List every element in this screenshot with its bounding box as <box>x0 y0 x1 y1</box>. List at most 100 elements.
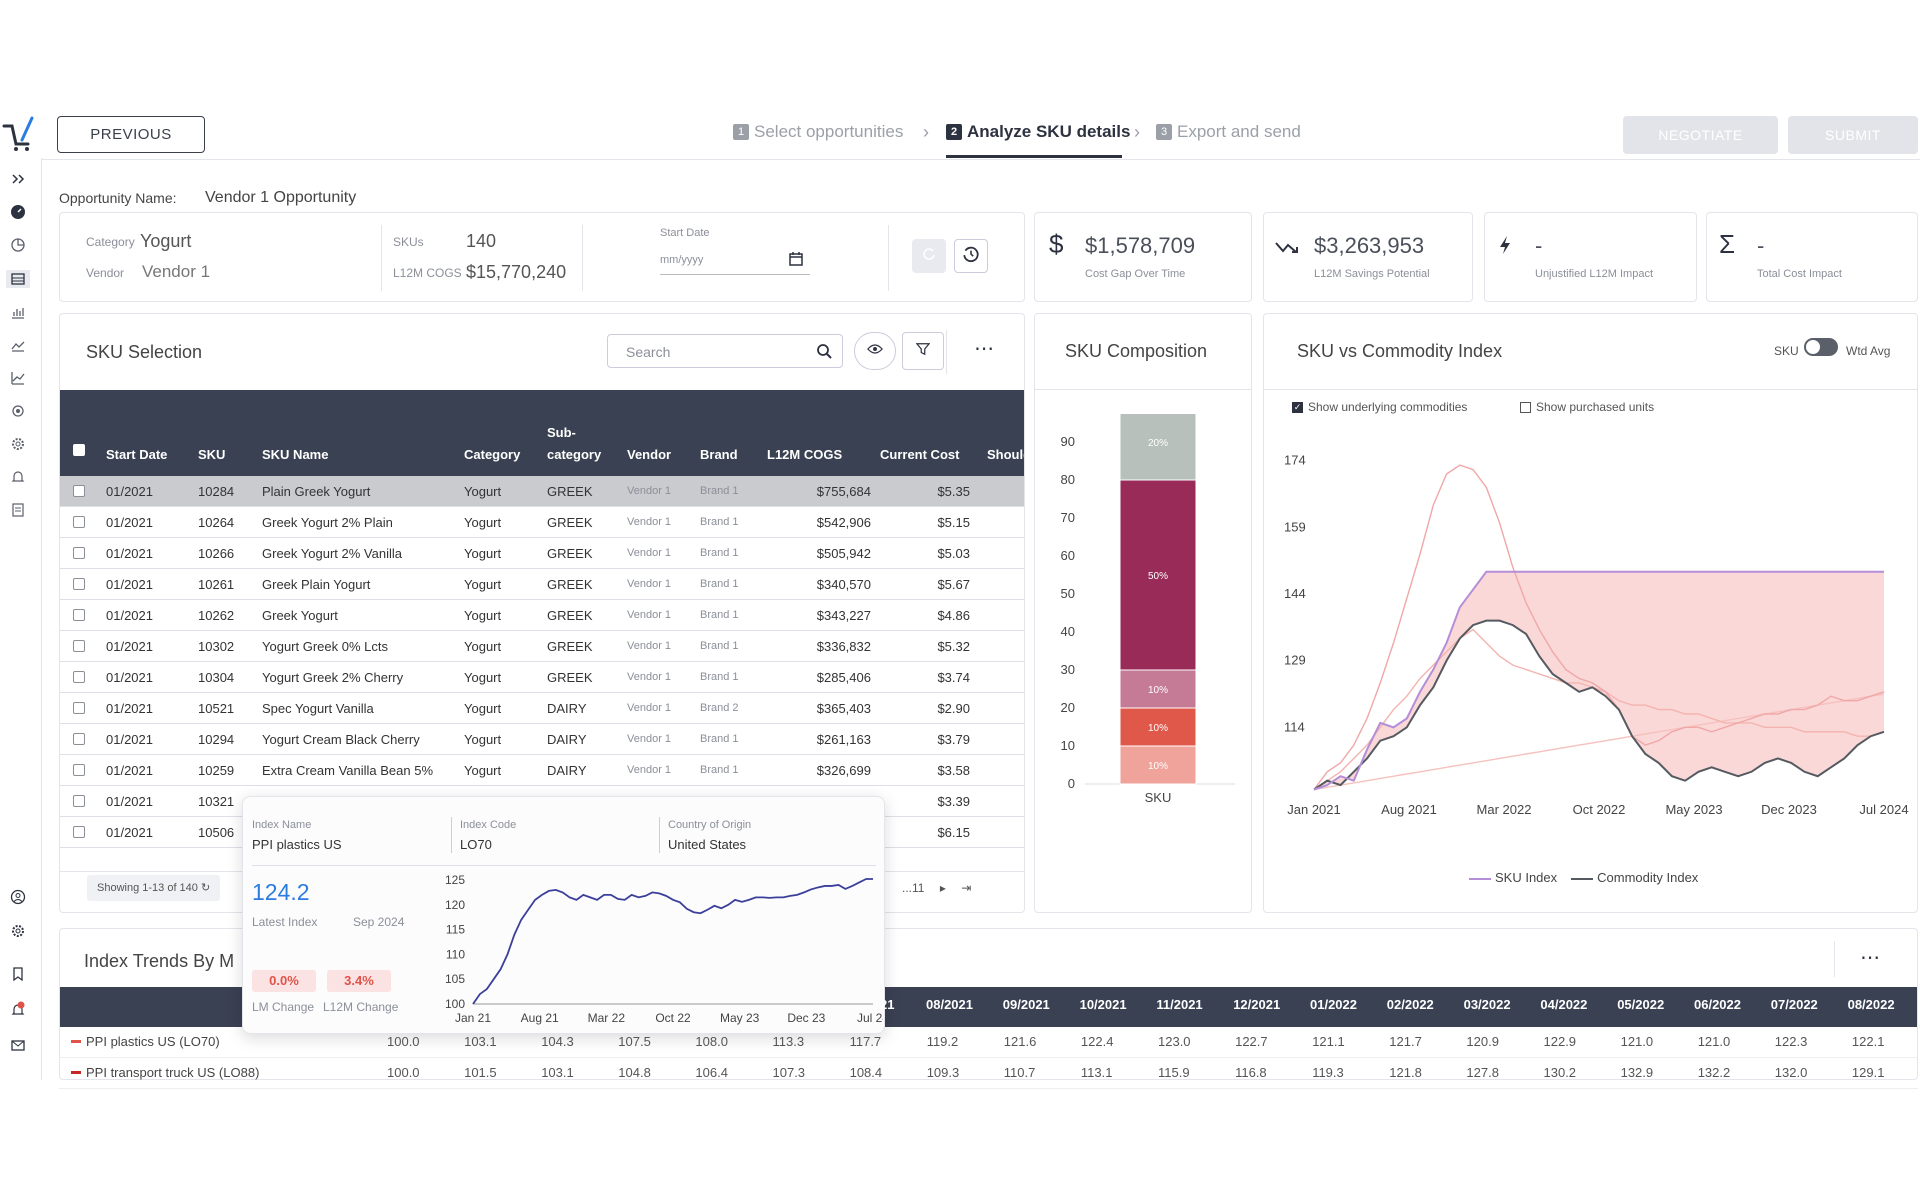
table-row[interactable]: 01/2021 10261 Greek Plain Yogurt Yogurt GREE… <box>60 569 1024 600</box>
column-category[interactable]: Category <box>464 447 521 462</box>
network-icon[interactable] <box>9 402 27 420</box>
notification-bell-icon[interactable] <box>9 1000 27 1018</box>
row-checkbox[interactable] <box>73 764 85 776</box>
index-column-header[interactable]: 04/2022 <box>1540 997 1588 1012</box>
document-icon[interactable] <box>9 501 27 519</box>
table-row[interactable]: 01/2021 10264 Greek Yogurt 2% Plain Yogurt G… <box>60 507 1024 538</box>
vendor-value[interactable]: Vendor 1 <box>142 262 211 281</box>
column-l12m-cogs[interactable]: L12M COGS <box>767 447 843 462</box>
legend-sku-index[interactable]: SKU Index <box>1469 870 1557 885</box>
cart-logo-icon[interactable] <box>2 116 34 152</box>
column-should[interactable]: Should <box>987 447 1024 462</box>
row-checkbox[interactable] <box>73 795 85 807</box>
index-column-header[interactable]: 12/2021 <box>1233 997 1281 1012</box>
table-row-selected[interactable]: 01/2021 10284 Plain Greek Yogurt Yogurt GREE… <box>60 476 1024 507</box>
bar-segment[interactable] <box>1119 669 1197 709</box>
reset-button[interactable] <box>912 239 946 273</box>
column-current-cost[interactable]: Current Cost <box>880 447 960 462</box>
column-sku-name[interactable]: SKU Name <box>262 447 329 462</box>
pie-chart-icon[interactable] <box>9 236 27 254</box>
history-button[interactable] <box>954 239 988 273</box>
expand-icon[interactable] <box>9 170 27 188</box>
row-checkbox[interactable] <box>73 671 85 683</box>
row-checkbox[interactable] <box>73 826 85 838</box>
submit-button[interactable]: SUBMIT <box>1788 116 1918 154</box>
step-export-and-send[interactable]: 3 Export and send <box>1156 122 1301 142</box>
column-start-date[interactable]: Start Date <box>106 447 168 462</box>
start-date-input[interactable]: mm/yyyy <box>660 249 810 275</box>
more-options-icon[interactable]: ⋯ <box>974 338 994 360</box>
index-table-row[interactable]: PPI transport truck US (LO88) 100.0 101.5 1… <box>59 1058 1918 1089</box>
step-select-opportunities[interactable]: 1 Select opportunities <box>733 122 903 142</box>
index-column-header[interactable]: 08/2021 <box>926 997 973 1012</box>
index-column-header[interactable]: 08/2022 <box>1847 997 1895 1012</box>
table-row[interactable]: 01/2021 10302 Yogurt Greek 0% Lcts Yogurt GR… <box>60 631 1024 662</box>
table-row[interactable]: 01/2021 10259 Extra Cream Vanilla Bean 5% Y… <box>60 755 1024 786</box>
next-page-icon[interactable]: ▸ <box>939 881 946 895</box>
settings-icon[interactable] <box>9 922 27 940</box>
index-column-header[interactable]: 10/2021 <box>1079 997 1127 1012</box>
bar-segment[interactable] <box>1119 479 1197 671</box>
area-chart-icon[interactable] <box>9 336 27 354</box>
view-button[interactable] <box>854 332 896 370</box>
index-column-header[interactable]: 02/2022 <box>1386 997 1434 1012</box>
row-checkbox[interactable] <box>73 702 85 714</box>
bar-segment[interactable] <box>1119 414 1197 481</box>
index-column-header[interactable]: 06/2022 <box>1694 997 1741 1012</box>
select-all-checkbox[interactable] <box>73 444 85 456</box>
series-line-commodity-b[interactable] <box>1313 628 1885 791</box>
user-icon[interactable] <box>9 888 27 906</box>
series-line-ppi-plastics[interactable] <box>472 878 873 1005</box>
pager-text[interactable]: ...11 <box>902 881 925 895</box>
show-units-checkbox[interactable]: Show purchased units <box>1520 400 1654 414</box>
index-column-header[interactable]: 01/2022 <box>1310 997 1357 1012</box>
table-row[interactable]: 01/2021 10521 Spec Yogurt Vanilla Yogurt DAI… <box>60 693 1024 724</box>
last-page-icon[interactable]: ⇥ <box>961 881 972 895</box>
show-underlying-checkbox[interactable]: ✓ Show underlying commodities <box>1292 400 1467 414</box>
mail-icon[interactable] <box>9 1036 27 1054</box>
series-line-commodity-a[interactable] <box>1313 464 1885 790</box>
search-icon[interactable] <box>816 343 832 364</box>
row-checkbox[interactable] <box>73 609 85 621</box>
series-line-sku-index[interactable] <box>1313 570 1884 791</box>
column-subcategory-line2[interactable]: category <box>547 447 602 462</box>
calendar-icon[interactable] <box>788 251 804 272</box>
index-column-header[interactable]: 03/2022 <box>1463 997 1511 1012</box>
row-checkbox[interactable] <box>73 485 85 497</box>
bar-chart-icon[interactable] <box>9 303 27 321</box>
index-column-header[interactable]: 09/2021 <box>1002 997 1050 1012</box>
index-column-header[interactable]: 11/2021 <box>1156 997 1203 1012</box>
bar-segment[interactable] <box>1119 707 1197 747</box>
row-checkbox[interactable] <box>73 640 85 652</box>
category-value[interactable]: Yogurt <box>140 231 192 251</box>
bell-icon[interactable] <box>9 468 27 486</box>
column-vendor[interactable]: Vendor <box>627 447 672 462</box>
index-table-row[interactable]: PPI plastics US (LO70) 100.0 103.1 104.3 107… <box>59 1027 1918 1058</box>
index-column-header[interactable]: 05/2022 <box>1617 997 1665 1012</box>
refresh-icon[interactable]: ↻ <box>200 882 211 894</box>
more-options-icon[interactable]: ⋯ <box>1860 947 1880 969</box>
search-input[interactable]: Search <box>607 334 843 368</box>
table-row[interactable]: 01/2021 10294 Yogurt Cream Black Cherry Yog… <box>60 724 1024 755</box>
row-checkbox[interactable] <box>73 547 85 559</box>
negotiate-button[interactable]: NEGOTIATE <box>1623 116 1778 154</box>
column-subcategory-line1[interactable]: Sub- <box>547 425 576 440</box>
sku-wtd-toggle[interactable] <box>1804 338 1838 356</box>
settings-gear-icon[interactable] <box>9 435 27 453</box>
table-row[interactable]: 01/2021 10262 Greek Yogurt Yogurt GREEK Vendo… <box>60 600 1024 631</box>
row-checkbox[interactable] <box>73 733 85 745</box>
dashboard-icon[interactable] <box>9 203 27 221</box>
series-line-commodity-index[interactable] <box>1313 619 1885 791</box>
column-brand[interactable]: Brand <box>700 447 738 462</box>
legend-commodity-index[interactable]: Commodity Index <box>1571 870 1698 885</box>
index-column-header[interactable]: 07/2022 <box>1770 997 1818 1012</box>
table-row[interactable]: 01/2021 10266 Greek Yogurt 2% Vanilla Yogur… <box>60 538 1024 569</box>
bar-segment[interactable] <box>1119 745 1197 785</box>
bookmark-icon[interactable] <box>9 965 27 983</box>
table-icon[interactable] <box>6 270 30 288</box>
previous-button[interactable]: PREVIOUS <box>57 116 205 153</box>
table-row[interactable]: 01/2021 10304 Yogurt Greek 2% Cherry Yogurt… <box>60 662 1024 693</box>
row-checkbox[interactable] <box>73 578 85 590</box>
line-chart-icon[interactable] <box>9 369 27 387</box>
column-sku[interactable]: SKU <box>198 447 226 462</box>
